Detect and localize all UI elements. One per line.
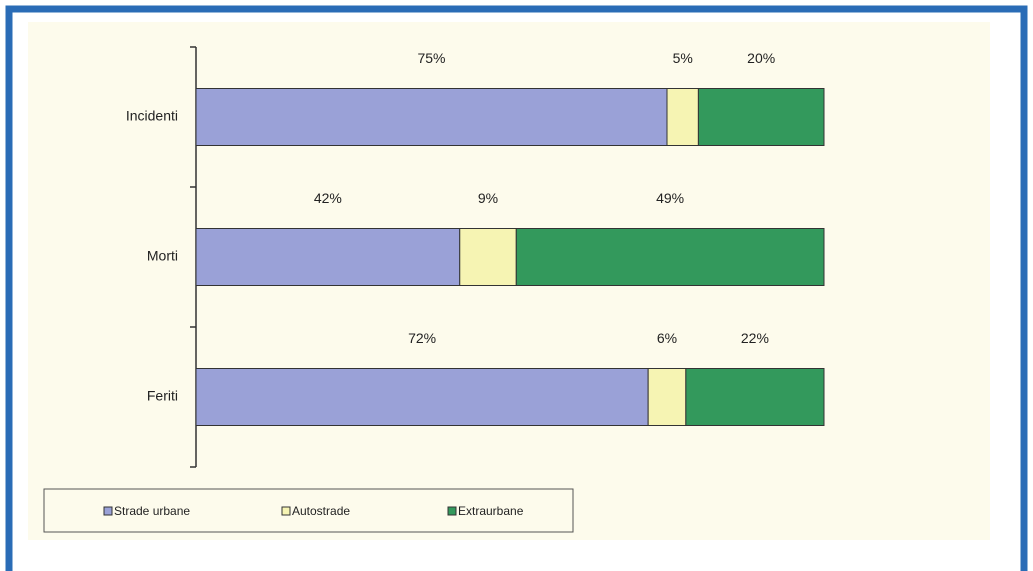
data-label: 49% (656, 190, 684, 206)
legend-label: Autostrade (292, 504, 350, 518)
bar-segment (195, 228, 461, 286)
legend-swatch (281, 506, 291, 516)
legend-label: Extraurbane (458, 504, 524, 518)
bar-segment (195, 88, 668, 146)
bar-segment (697, 88, 825, 146)
data-label: 42% (314, 190, 342, 206)
y-tick-label: Morti (147, 248, 178, 264)
data-label: 9% (478, 190, 498, 206)
data-label: 72% (408, 330, 436, 346)
frame (5, 5, 1028, 571)
legend-label: Strade urbane (114, 504, 190, 518)
data-label: 20% (747, 50, 775, 66)
bar-segment (666, 88, 699, 146)
bar-segment (647, 368, 687, 426)
legend-swatch (103, 506, 113, 516)
bar-segment (515, 228, 825, 286)
y-tick-label: Feriti (147, 388, 178, 404)
legend-swatch (447, 506, 457, 516)
data-label: 22% (741, 330, 769, 346)
legend-box (43, 488, 574, 533)
data-label: 75% (417, 50, 445, 66)
bar-segment (459, 228, 517, 286)
data-label: 6% (657, 330, 677, 346)
y-tick-label: Incidenti (126, 108, 178, 124)
bar-segment (685, 368, 825, 426)
data-label: 5% (673, 50, 693, 66)
bar-segment (195, 368, 649, 426)
